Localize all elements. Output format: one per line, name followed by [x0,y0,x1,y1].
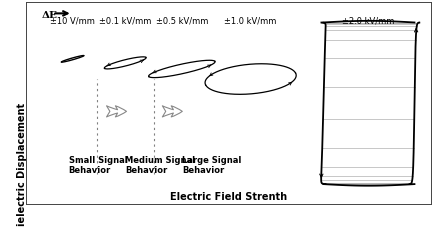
Text: Medium Signal
Behavior: Medium Signal Behavior [125,156,195,175]
Text: ΔE: ΔE [41,11,57,20]
Text: Dielectric Displacement: Dielectric Displacement [17,103,27,227]
Text: Large Signal
Behavior: Large Signal Behavior [181,156,241,175]
Text: ±0.5 kV/mm: ±0.5 kV/mm [155,16,207,25]
Text: Small Signal
Behavior: Small Signal Behavior [69,156,127,175]
Text: ±10 V/mm: ±10 V/mm [50,16,95,25]
Text: ±1.0 kV/mm: ±1.0 kV/mm [224,16,276,25]
Text: ±2.0 kV/mm: ±2.0 kV/mm [341,16,393,25]
Text: Electric Field Strenth: Electric Field Strenth [169,192,286,202]
Text: ±0.1 kV/mm: ±0.1 kV/mm [99,16,151,25]
